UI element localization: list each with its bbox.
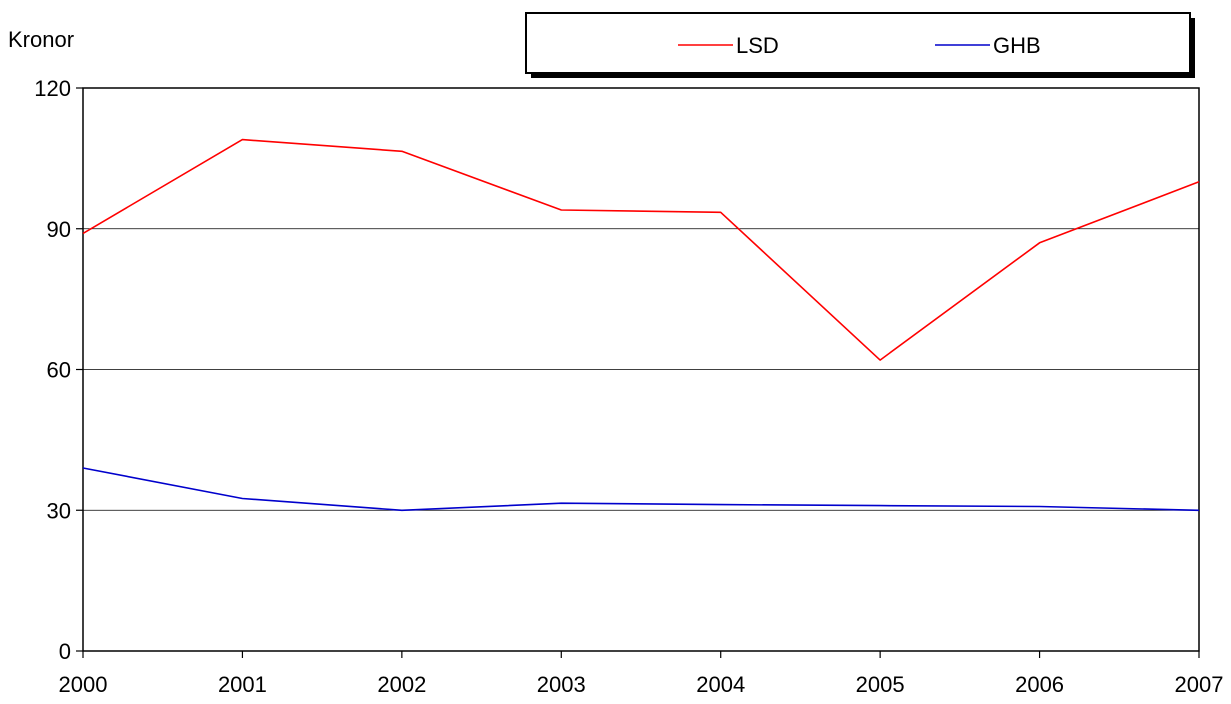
x-tick-label: 2004 [696,672,745,697]
x-tick-label: 2000 [59,672,108,697]
series-layer [82,138,1200,512]
legend: LSD GHB [525,12,1195,78]
gridlines [83,228,1199,511]
y-tick-label: 60 [47,358,71,383]
y-tick-label: 120 [34,76,71,101]
x-tick-label: 2001 [218,672,267,697]
y-tick-label: 30 [47,498,71,523]
y-tick-label: 90 [47,217,71,242]
x-tick-label: 2006 [1015,672,1064,697]
series-line-ghb [82,467,1200,512]
y-axis: 0 30 60 90 120 [34,76,83,664]
x-tick-label: 2002 [377,672,426,697]
y-axis-label: Kronor [8,27,74,52]
x-tick-label: 2003 [537,672,586,697]
legend-label-ghb: GHB [993,33,1041,58]
x-axis: 2000 2001 2002 2003 2004 2005 2006 2007 [59,651,1224,697]
x-tick-label: 2007 [1175,672,1224,697]
y-tick-label: 0 [59,639,71,664]
legend-label-lsd: LSD [736,33,779,58]
legend-box [525,12,1191,74]
series-line-lsd [82,138,1200,361]
x-tick-label: 2005 [856,672,905,697]
